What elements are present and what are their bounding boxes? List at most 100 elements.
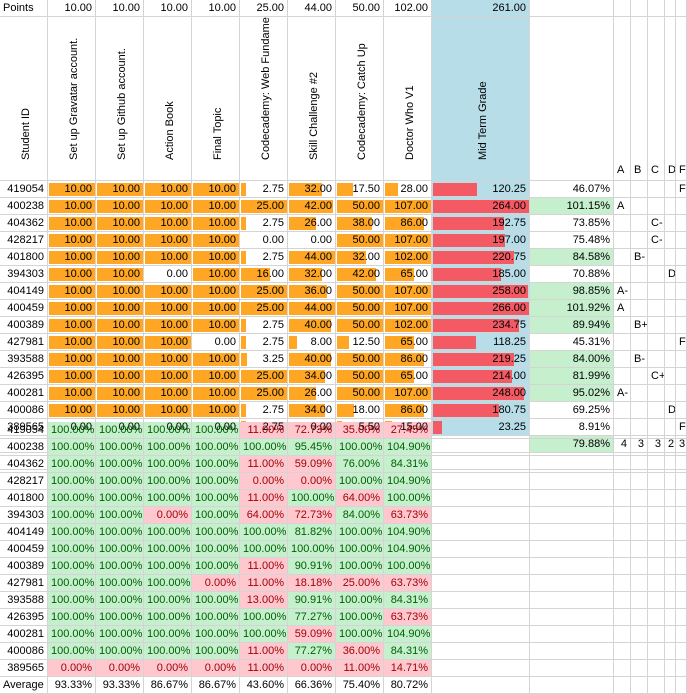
grade-cell[interactable] [676,232,687,249]
column-header[interactable]: Doctor Who V1 [384,17,432,181]
empty-cell[interactable] [530,541,614,558]
score-cell[interactable]: 10.00 [144,368,192,385]
total-cell[interactable]: 197.00 [432,232,530,249]
grade-cell[interactable] [665,232,676,249]
score-cell[interactable]: 12.50 [336,334,384,351]
grade-cell[interactable] [648,402,665,419]
score-cell[interactable]: 2.75 [240,334,288,351]
empty-cell[interactable] [530,677,614,694]
score-cell[interactable]: 0.00 [192,334,240,351]
score-cell[interactable]: 10.00 [48,283,96,300]
percent-score-cell[interactable]: 100.00% [192,609,240,626]
score-cell[interactable]: 10.00 [96,249,144,266]
empty-cell[interactable] [676,575,687,592]
percent-score-cell[interactable]: 100.00% [336,541,384,558]
empty-cell[interactable] [631,626,648,643]
grade-cell[interactable] [676,368,687,385]
percent-cell[interactable]: 95.02% [530,385,614,402]
points-label[interactable]: Points [0,0,48,17]
percent-score-cell[interactable]: 100.00% [96,643,144,660]
empty-cell[interactable] [432,422,530,439]
percent-score-cell[interactable]: 100.00% [96,507,144,524]
empty-cell[interactable] [648,558,665,575]
score-cell[interactable]: 10.00 [144,351,192,368]
grade-cell[interactable]: D+ [665,402,676,419]
score-cell[interactable]: 102.00 [384,317,432,334]
percent-score-cell[interactable]: 100.00% [192,490,240,507]
percent-cell[interactable]: 73.85% [530,215,614,232]
score-cell[interactable]: 25.00 [240,198,288,215]
average-cell[interactable]: 43.60% [240,677,288,694]
score-cell[interactable]: 10.00 [48,317,96,334]
average-cell[interactable]: 75.40% [336,677,384,694]
percent-score-cell[interactable]: 100.00% [144,592,192,609]
student-id[interactable]: 426395 [0,368,48,385]
percent-score-cell[interactable]: 84.31% [384,456,432,473]
percent-score-cell[interactable]: 100.00% [240,524,288,541]
score-cell[interactable]: 25.00 [240,385,288,402]
percent-score-cell[interactable]: 77.27% [288,643,336,660]
grade-cell[interactable]: F [676,334,687,351]
score-cell[interactable]: 26.00 [288,215,336,232]
score-cell[interactable]: 0.00 [240,232,288,249]
percent-score-cell[interactable]: 100.00% [336,609,384,626]
empty-cell[interactable] [631,541,648,558]
grade-cell[interactable] [676,249,687,266]
score-cell[interactable]: 17.50 [336,181,384,198]
empty-cell[interactable] [648,439,665,456]
empty-cell[interactable] [648,541,665,558]
grade-cell[interactable] [614,402,631,419]
percent-score-cell[interactable]: 100.00% [96,490,144,507]
score-cell[interactable]: 10.00 [96,385,144,402]
score-cell[interactable]: 10.00 [96,402,144,419]
percent-score-cell[interactable]: 81.82% [288,524,336,541]
empty-cell[interactable] [665,439,676,456]
student-id[interactable]: 394303 [0,507,48,524]
percent-score-cell[interactable]: 11.00% [240,575,288,592]
empty-cell[interactable] [676,0,687,17]
percent-score-cell[interactable]: 11.00% [240,422,288,439]
score-cell[interactable]: 10.00 [48,300,96,317]
empty-cell[interactable] [432,507,530,524]
empty-cell[interactable] [614,422,631,439]
score-cell[interactable]: 36.00 [288,283,336,300]
empty-cell[interactable] [665,609,676,626]
student-id[interactable]: 389565 [0,660,48,677]
percent-score-cell[interactable]: 36.00% [336,643,384,660]
empty-cell[interactable] [614,524,631,541]
score-cell[interactable]: 44.00 [288,249,336,266]
percent-score-cell[interactable]: 77.27% [288,609,336,626]
student-id[interactable]: 404362 [0,215,48,232]
total-cell[interactable]: 220.75 [432,249,530,266]
empty-cell[interactable] [614,456,631,473]
grade-cell[interactable] [614,181,631,198]
empty-cell[interactable] [432,490,530,507]
score-cell[interactable]: 10.00 [192,351,240,368]
percent-cell[interactable]: 69.25% [530,402,614,419]
score-cell[interactable]: 107.00 [384,198,432,215]
percent-score-cell[interactable]: 0.00% [96,660,144,677]
percent-score-cell[interactable]: 0.00% [144,660,192,677]
percent-score-cell[interactable]: 64.00% [240,507,288,524]
empty-cell[interactable] [432,643,530,660]
percent-score-cell[interactable]: 100.00% [336,626,384,643]
empty-cell[interactable] [530,558,614,575]
score-cell[interactable]: 65.00 [384,334,432,351]
empty-cell[interactable] [530,422,614,439]
student-id[interactable]: 427981 [0,575,48,592]
score-cell[interactable]: 10.00 [48,181,96,198]
grade-header[interactable]: F [676,17,687,181]
empty-cell[interactable] [432,660,530,677]
percent-score-cell[interactable]: 0.00% [48,660,96,677]
grade-header[interactable]: A [614,17,631,181]
score-cell[interactable]: 10.00 [192,249,240,266]
percent-score-cell[interactable]: 100.00% [48,643,96,660]
score-cell[interactable]: 0.00 [288,232,336,249]
grade-cell[interactable] [665,317,676,334]
score-cell[interactable]: 10.00 [48,232,96,249]
score-cell[interactable]: 2.75 [240,181,288,198]
percent-score-cell[interactable]: 0.00% [192,575,240,592]
score-cell[interactable]: 107.00 [384,283,432,300]
percent-score-cell[interactable]: 13.00% [240,592,288,609]
percent-score-cell[interactable]: 27.45% [384,422,432,439]
